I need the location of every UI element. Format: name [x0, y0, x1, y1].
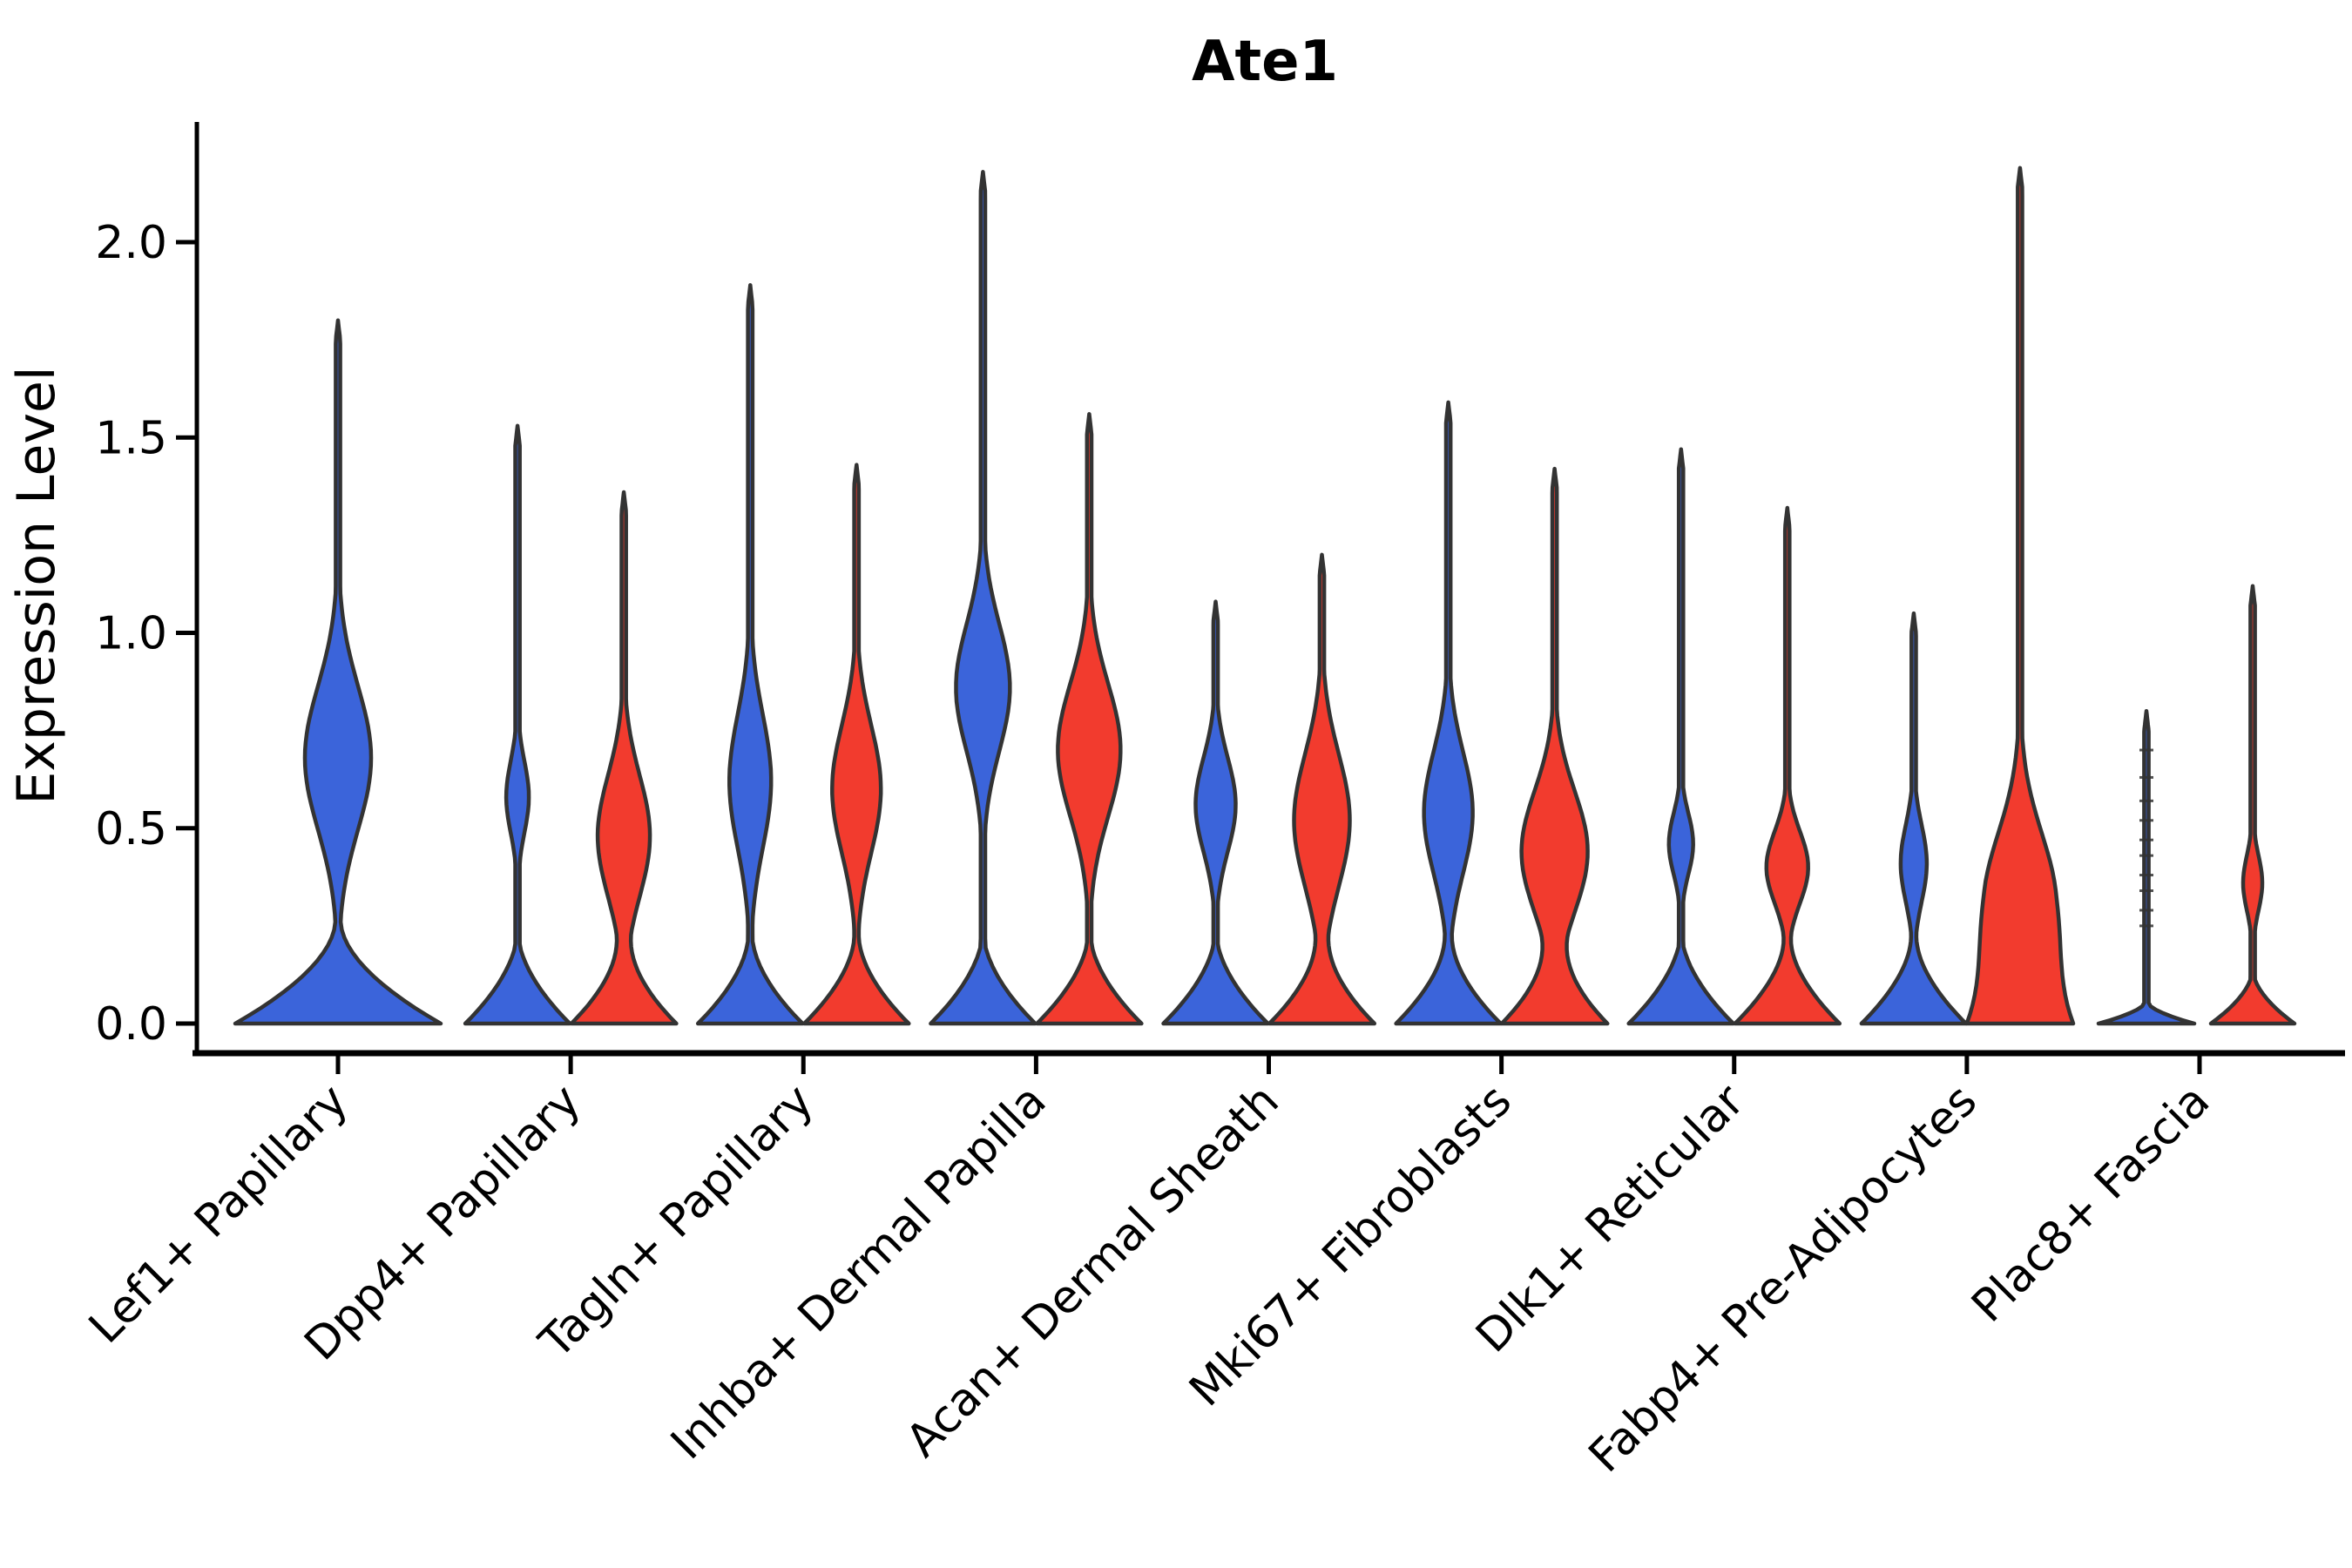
violin-5-blue: [1161, 599, 1270, 1026]
y-tick-label-0.0: 0.0: [95, 998, 167, 1051]
y-tick-label-2.0: 2.0: [95, 217, 167, 269]
y-axis-label: Expression Level: [6, 366, 67, 804]
x-tick-label-9: Plac8+ Fascia: [1962, 1075, 2220, 1333]
violin-1-blue: [233, 318, 443, 1026]
violin-4-red: [1035, 412, 1144, 1026]
violin-6-red: [1499, 466, 1610, 1026]
violin-3-blue: [695, 283, 805, 1026]
violin-5-red: [1267, 552, 1377, 1026]
violin-9-blue: [2096, 708, 2197, 1026]
violin-2-blue: [463, 423, 572, 1026]
x-tick-label-4: Inhba+ Dermal Papilla: [661, 1075, 1056, 1470]
violin-7-blue: [1626, 447, 1736, 1026]
violin-6-blue: [1394, 400, 1503, 1026]
violin-8-red: [1964, 166, 2076, 1026]
violin-4-blue: [929, 170, 1037, 1026]
x-tick-label-5: Acan+ Dermal Sheath: [896, 1075, 1289, 1468]
violins-layer: [233, 166, 2297, 1026]
violin-9-red: [2208, 584, 2297, 1026]
y-tick-label-0.5: 0.5: [95, 803, 167, 855]
axes-layer: [176, 122, 2345, 1074]
chart-title: Ate1: [1192, 30, 1338, 94]
violin-8-blue: [1859, 611, 1969, 1026]
x-tick-label-8: Fabp4+ Pre-Adipocytes: [1579, 1075, 1987, 1483]
y-tick-label-1.5: 1.5: [95, 412, 167, 464]
violin-2-red: [569, 490, 679, 1026]
violin-7-red: [1733, 505, 1842, 1026]
y-tick-label-1.0: 1.0: [95, 608, 167, 660]
violin-3-red: [801, 463, 911, 1026]
